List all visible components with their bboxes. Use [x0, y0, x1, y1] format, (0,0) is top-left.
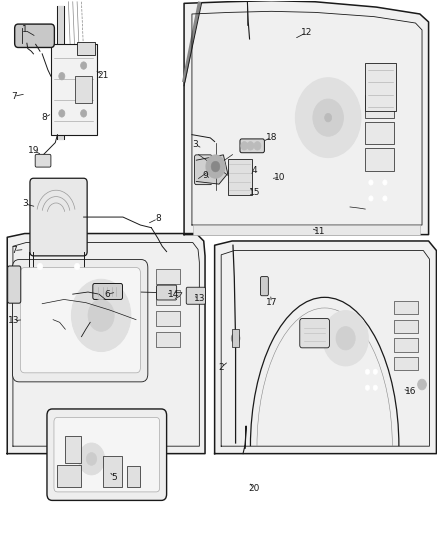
Circle shape	[206, 155, 225, 178]
Text: 7: 7	[11, 246, 17, 255]
Bar	[127, 466, 141, 487]
Circle shape	[241, 142, 248, 150]
Bar	[232, 329, 239, 348]
Circle shape	[383, 180, 387, 185]
Bar	[75, 76, 92, 103]
Bar	[65, 435, 81, 463]
Bar	[394, 357, 418, 370]
Circle shape	[365, 369, 370, 374]
FancyBboxPatch shape	[35, 155, 51, 167]
Bar	[365, 63, 396, 111]
Circle shape	[365, 385, 370, 390]
FancyBboxPatch shape	[240, 139, 265, 153]
Bar	[51, 44, 97, 135]
Circle shape	[86, 453, 97, 465]
Circle shape	[369, 196, 373, 201]
Text: 8: 8	[42, 113, 47, 122]
Circle shape	[418, 379, 426, 390]
Circle shape	[78, 443, 105, 475]
Circle shape	[254, 142, 261, 150]
Text: 13: 13	[194, 294, 205, 303]
Text: 9: 9	[202, 171, 208, 180]
Bar	[365, 122, 394, 144]
FancyBboxPatch shape	[47, 409, 166, 500]
Circle shape	[88, 300, 114, 332]
Bar	[155, 290, 180, 305]
FancyBboxPatch shape	[14, 24, 54, 47]
Circle shape	[325, 114, 332, 122]
Bar	[77, 42, 95, 55]
FancyBboxPatch shape	[194, 155, 212, 184]
Circle shape	[81, 62, 87, 69]
Circle shape	[71, 279, 131, 352]
Circle shape	[373, 369, 378, 374]
Text: 14: 14	[167, 289, 179, 298]
Text: 17: 17	[265, 298, 277, 307]
Polygon shape	[57, 6, 64, 139]
Text: 4: 4	[252, 166, 258, 175]
Bar	[193, 225, 420, 235]
Text: 3: 3	[22, 199, 28, 208]
Text: 8: 8	[155, 214, 161, 223]
Polygon shape	[175, 293, 182, 298]
FancyBboxPatch shape	[30, 178, 87, 256]
Text: 3: 3	[192, 140, 198, 149]
Text: 18: 18	[265, 133, 277, 142]
Polygon shape	[7, 233, 205, 454]
FancyBboxPatch shape	[12, 260, 148, 382]
FancyBboxPatch shape	[300, 319, 329, 348]
FancyBboxPatch shape	[156, 285, 177, 300]
Text: 2: 2	[219, 363, 224, 372]
FancyBboxPatch shape	[8, 266, 21, 303]
Text: 7: 7	[11, 92, 17, 101]
Circle shape	[59, 110, 65, 117]
Polygon shape	[215, 241, 436, 454]
Bar	[365, 95, 394, 118]
Circle shape	[59, 72, 65, 80]
Bar	[155, 269, 180, 284]
Circle shape	[323, 311, 368, 366]
Polygon shape	[184, 1, 428, 235]
FancyBboxPatch shape	[54, 417, 159, 492]
Bar	[57, 465, 81, 487]
FancyBboxPatch shape	[186, 287, 205, 304]
Text: 13: 13	[8, 316, 20, 325]
Text: 20: 20	[248, 484, 260, 493]
Polygon shape	[196, 155, 228, 184]
Text: 10: 10	[274, 173, 286, 182]
FancyBboxPatch shape	[93, 284, 123, 300]
FancyBboxPatch shape	[20, 268, 141, 373]
Circle shape	[74, 263, 80, 270]
Bar	[394, 301, 418, 314]
Circle shape	[383, 196, 387, 201]
Text: 19: 19	[28, 146, 39, 155]
Circle shape	[369, 180, 373, 185]
FancyBboxPatch shape	[261, 277, 268, 296]
Circle shape	[211, 161, 220, 172]
Bar	[103, 456, 122, 487]
Circle shape	[37, 263, 42, 270]
Bar	[365, 149, 394, 171]
Circle shape	[295, 78, 361, 158]
Text: 21: 21	[98, 70, 109, 79]
Bar	[394, 320, 418, 333]
Bar	[155, 333, 180, 348]
Circle shape	[336, 327, 355, 350]
Text: 5: 5	[111, 473, 117, 481]
Bar	[228, 159, 252, 195]
Circle shape	[247, 142, 254, 150]
Text: 16: 16	[405, 387, 417, 397]
Circle shape	[81, 110, 87, 117]
Text: 6: 6	[105, 289, 110, 298]
Circle shape	[313, 99, 343, 136]
Text: 12: 12	[300, 28, 312, 37]
Circle shape	[231, 333, 240, 344]
Text: 11: 11	[314, 227, 325, 236]
Circle shape	[373, 385, 378, 390]
Bar	[155, 311, 180, 326]
Text: 1: 1	[22, 26, 28, 35]
Text: 15: 15	[249, 188, 261, 197]
Bar	[394, 338, 418, 352]
